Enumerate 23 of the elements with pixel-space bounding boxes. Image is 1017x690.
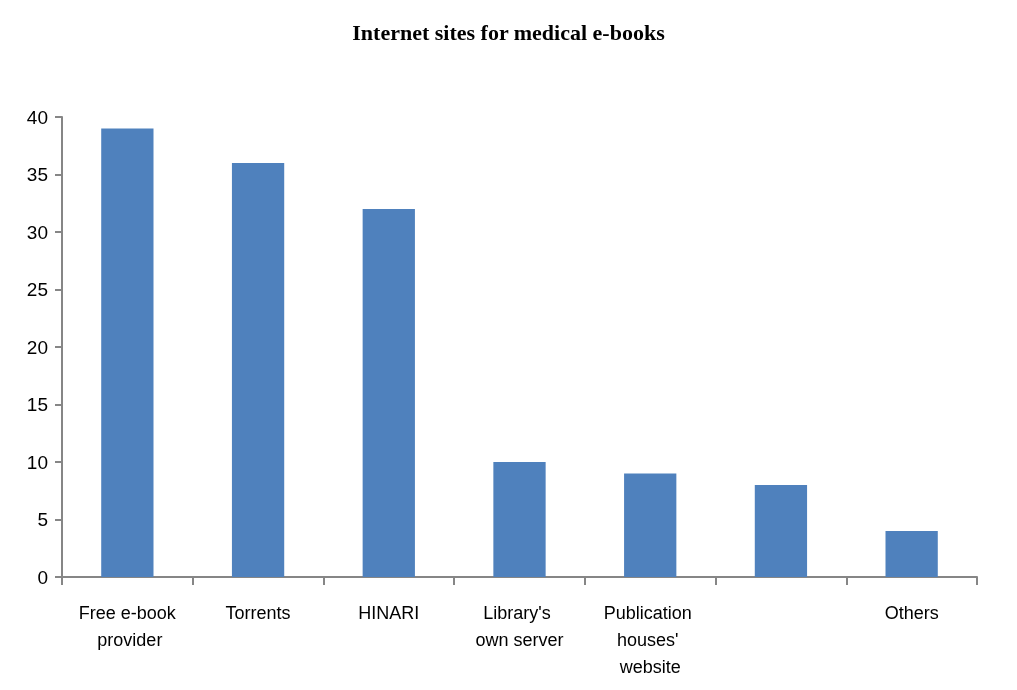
y-tick-label: 25 [26, 279, 48, 300]
bar [624, 473, 677, 577]
x-tick-label: Torrents [225, 602, 291, 623]
bar [362, 209, 415, 577]
bar [101, 128, 154, 577]
y-tick-label: 35 [26, 164, 48, 185]
y-tick-label: 30 [26, 221, 48, 243]
bar [231, 163, 285, 577]
y-tick-label: 15 [26, 394, 48, 415]
y-tick-label: 5 [37, 509, 48, 530]
x-tick-label: Others [884, 602, 939, 623]
bar [754, 485, 808, 577]
chart-title: Internet sites for medical e-books [352, 19, 666, 45]
x-tick-label: Library's own server [475, 602, 564, 650]
x-tick-label: HINARI [358, 602, 420, 623]
bar [885, 531, 938, 577]
x-tick-label: Free e-book provider [78, 602, 177, 650]
y-tick-label: 20 [26, 336, 48, 358]
y-tick-label: 0 [37, 566, 48, 588]
y-tick-label: 40 [26, 106, 48, 128]
y-tick-label: 10 [26, 451, 48, 473]
x-tick-label: Publication houses' website [603, 602, 697, 677]
bar [493, 462, 546, 577]
